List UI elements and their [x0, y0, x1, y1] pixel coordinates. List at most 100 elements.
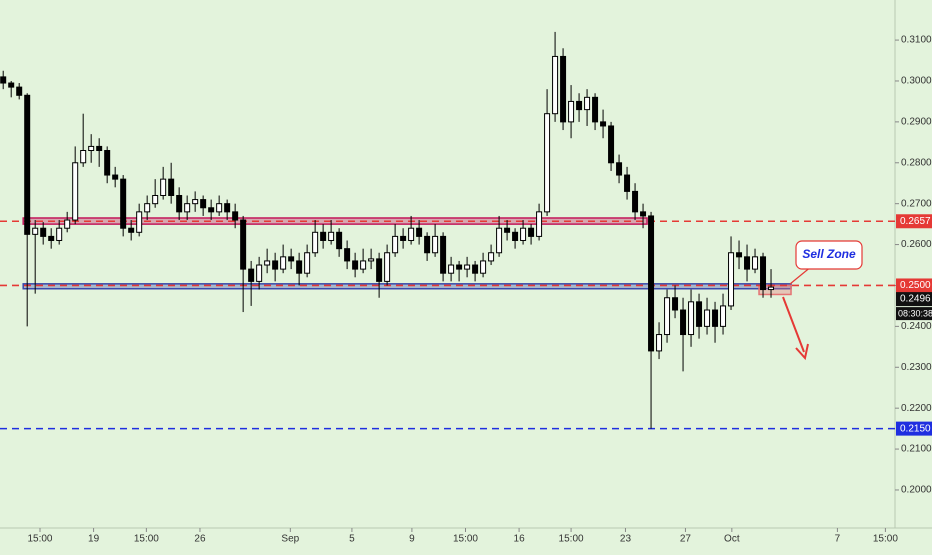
y-tick-label: 0.3000 — [901, 76, 932, 87]
last-price-box — [896, 292, 932, 307]
callout-box — [795, 240, 863, 270]
candle-body — [360, 260, 367, 270]
y-tick-label: 0.2300 — [901, 362, 932, 373]
x-tick-label: 15:00 — [873, 534, 898, 545]
candle-body — [320, 231, 327, 241]
candle-body — [768, 286, 775, 291]
candle-body — [512, 231, 519, 241]
candle-body — [304, 252, 311, 274]
x-tick-label: 27 — [680, 534, 692, 545]
candle-body — [688, 301, 695, 336]
x-tick-label: 16 — [514, 534, 526, 545]
candle-body — [528, 227, 535, 237]
candle-body — [200, 199, 207, 209]
candle-body — [472, 264, 479, 274]
candle-body — [64, 219, 71, 229]
candle-body — [592, 96, 599, 123]
x-tick-label: 15:00 — [27, 534, 52, 545]
candle-body — [616, 162, 623, 176]
candle-body — [296, 260, 303, 274]
countdown-label: 08:30:38 — [898, 308, 932, 318]
candle-body — [544, 113, 551, 213]
candle-body — [56, 227, 63, 241]
candle-body — [176, 194, 183, 213]
candle-body — [128, 227, 135, 233]
candle-body — [392, 235, 399, 254]
candle-body — [696, 301, 703, 327]
candle-body — [104, 150, 111, 176]
candle-body — [160, 178, 167, 196]
candle-body — [232, 211, 239, 221]
level-label: 0.2500 — [900, 280, 931, 291]
candle-body — [456, 264, 463, 270]
candle-body — [600, 121, 607, 127]
candle-body — [440, 235, 447, 274]
candle-body — [664, 297, 671, 336]
y-tick-label: 0.2900 — [901, 117, 932, 128]
candle-body — [624, 174, 631, 192]
candle-body — [264, 260, 271, 266]
candle-body — [40, 227, 47, 237]
candle-body — [552, 55, 559, 115]
x-tick-label: 19 — [88, 534, 100, 545]
arrow-shaft — [782, 296, 805, 353]
candle-body — [208, 207, 215, 213]
candle-body — [656, 334, 663, 352]
level-label-box — [896, 214, 932, 229]
candle-body — [424, 235, 431, 254]
x-tick-label: 23 — [620, 534, 632, 545]
candle-body — [336, 231, 343, 250]
zone — [22, 283, 792, 290]
candle-body — [752, 256, 759, 270]
candle-body — [376, 258, 383, 282]
candle-body — [280, 256, 287, 270]
y-tick-label: 0.2700 — [901, 198, 932, 209]
candle-body — [96, 145, 103, 152]
candle-body — [384, 252, 391, 282]
candle-body — [16, 86, 23, 96]
level-label-box — [896, 278, 932, 293]
candle-body — [480, 260, 487, 274]
candle-body — [432, 235, 439, 254]
annotation: Sell Zone — [782, 240, 863, 361]
candle-body — [496, 227, 503, 254]
zone — [22, 217, 648, 225]
candle-body — [136, 211, 143, 233]
candle-body — [144, 203, 151, 213]
callout-text: Sell Zone — [802, 247, 856, 261]
candle-body — [728, 252, 735, 307]
candle-body — [312, 231, 319, 254]
candle-body — [72, 162, 79, 221]
candle-body — [504, 227, 511, 233]
candle-body — [648, 215, 655, 352]
candle-body — [192, 199, 199, 205]
y-tick-label: 0.2000 — [901, 485, 932, 496]
candle-body — [288, 256, 295, 262]
x-tick-label: 15:00 — [559, 534, 584, 545]
x-tick-label: 7 — [835, 534, 841, 545]
candle-body — [248, 268, 255, 282]
candle-body — [744, 256, 751, 270]
y-tick-label: 0.2100 — [901, 444, 932, 455]
y-tick-label: 0.2400 — [901, 321, 932, 332]
candle-body — [32, 227, 39, 235]
candle-body — [256, 264, 263, 282]
candle-body — [736, 252, 743, 258]
candle-body — [584, 96, 591, 111]
candle-body — [488, 252, 495, 262]
candle-body — [576, 100, 583, 111]
candle-body — [408, 227, 415, 241]
marks — [0, 31, 895, 430]
axis-labels: 0.2000 0.2100 0.2200 0.2300 0.2400 0.2500 0.26… — [27, 35, 932, 545]
candle-body — [168, 178, 175, 196]
candle-body — [536, 211, 543, 237]
y-tick-label: 0.2600 — [901, 239, 932, 250]
level-label: 0.2657 — [900, 216, 931, 227]
candle-body — [720, 305, 727, 327]
candle-body — [368, 258, 375, 262]
x-tick-label: 15:00 — [134, 534, 159, 545]
candle-body — [568, 100, 575, 123]
x-tick-label: 15:00 — [453, 534, 478, 545]
candle-body — [24, 94, 31, 235]
